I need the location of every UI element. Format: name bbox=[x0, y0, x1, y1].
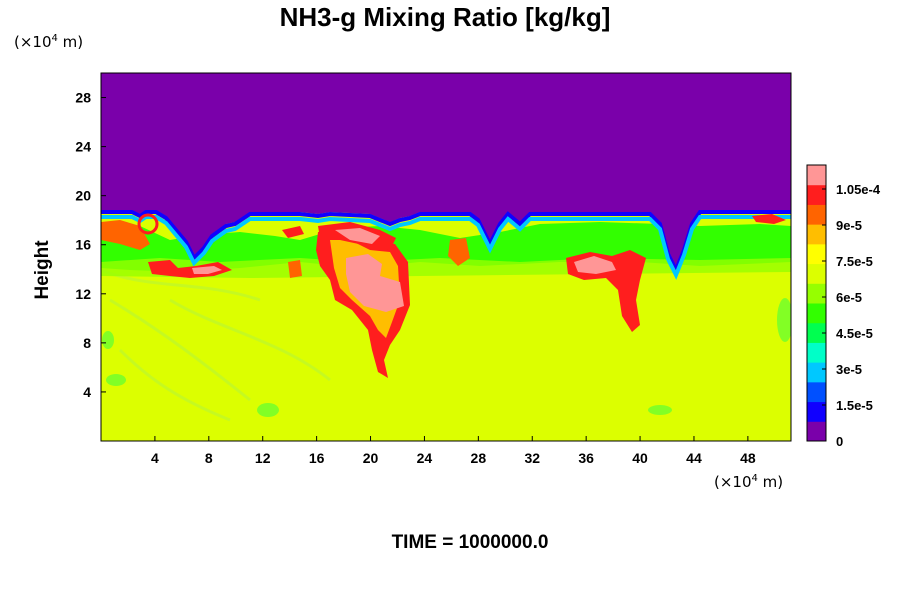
plume-left-edge bbox=[101, 220, 150, 250]
plume-vortex bbox=[137, 213, 159, 235]
field-upper-region bbox=[101, 73, 791, 268]
colorbar-swatch bbox=[807, 283, 826, 304]
heatmap-field bbox=[101, 73, 791, 441]
y-axis-ticks: 4 8 12 16 20 24 28 bbox=[75, 90, 106, 400]
x-tick-label: 36 bbox=[578, 450, 594, 466]
colorbar-tick-label: 6e-5 bbox=[836, 290, 862, 305]
y-tick-label: 16 bbox=[75, 237, 91, 253]
x-axis-ticks: 4 8 12 16 20 24 28 32 36 40 44 48 bbox=[151, 436, 756, 466]
x-tick-label: 8 bbox=[205, 450, 213, 466]
plume-small-3 bbox=[448, 238, 470, 266]
x-tick-label: 40 bbox=[632, 450, 648, 466]
colorbar-swatch bbox=[807, 421, 826, 442]
plume-small-4 bbox=[752, 214, 786, 224]
colorbar-swatch bbox=[807, 401, 826, 422]
x-tick-label: 32 bbox=[524, 450, 540, 466]
y-tick-label: 20 bbox=[75, 188, 91, 204]
colorbar-swatch bbox=[807, 224, 826, 245]
colorbar-tick-label: 3e-5 bbox=[836, 362, 862, 377]
y-axis-unit: (×104 m) bbox=[14, 33, 84, 51]
x-tick-label: 12 bbox=[255, 450, 271, 466]
field-interface-line bbox=[101, 210, 791, 275]
colorbar-tick-label: 9e-5 bbox=[836, 218, 862, 233]
time-label: TIME = 1000000.0 bbox=[391, 532, 549, 553]
x-axis-unit: (×104 m) bbox=[714, 473, 784, 491]
plume-main-pink bbox=[346, 254, 404, 312]
colorbar-tick-label: 0 bbox=[836, 434, 843, 449]
colorbar-swatch bbox=[807, 342, 826, 363]
colorbar-swatch bbox=[807, 165, 826, 186]
colorbar-frame bbox=[806, 164, 827, 442]
x-tick-label: 20 bbox=[363, 450, 379, 466]
colorbar-swatch bbox=[807, 362, 826, 383]
field-lower-eddies bbox=[102, 298, 791, 417]
x-tick-label: 4 bbox=[151, 450, 159, 466]
x-tick-label: 48 bbox=[740, 450, 756, 466]
field-interface-cyan bbox=[101, 215, 791, 280]
colorbar-swatch bbox=[807, 204, 826, 225]
colorbar-swatch bbox=[807, 381, 826, 403]
plume-upper-pink bbox=[335, 228, 380, 244]
field-plumes bbox=[101, 213, 786, 378]
y-tick-label: 28 bbox=[75, 90, 91, 106]
plume-right-pink bbox=[574, 256, 616, 274]
y-tick-label: 12 bbox=[75, 286, 91, 302]
x-tick-label: 44 bbox=[686, 450, 702, 466]
colorbar-swatch bbox=[807, 243, 826, 265]
plume-left-pink bbox=[192, 266, 222, 274]
colorbar-tick-label: 1.05e-4 bbox=[836, 182, 881, 197]
colorbar-swatch bbox=[807, 184, 826, 205]
x-tick-label: 24 bbox=[417, 450, 433, 466]
colorbar-swatch bbox=[807, 263, 826, 284]
plume-small-1 bbox=[282, 226, 304, 238]
y-tick-label: 24 bbox=[75, 139, 91, 155]
colorbar-swatch bbox=[807, 303, 826, 324]
y-tick-label: 4 bbox=[83, 384, 91, 400]
plume-small-2 bbox=[288, 260, 302, 278]
colorbar-tick-label: 1.5e-5 bbox=[836, 398, 873, 413]
chart-title: NH3-g Mixing Ratio [kg/kg] bbox=[279, 2, 611, 32]
plot-frame bbox=[100, 72, 792, 442]
plume-left-red bbox=[148, 260, 232, 278]
colorbar-tick-label: 4.5e-5 bbox=[836, 326, 873, 341]
x-tick-label: 28 bbox=[471, 450, 487, 466]
y-tick-label: 8 bbox=[83, 335, 91, 351]
colorbar-swatch bbox=[807, 322, 826, 343]
x-tick-label: 16 bbox=[309, 450, 325, 466]
colorbar-tick-label: 7.5e-5 bbox=[836, 254, 873, 269]
colorbar: 0 1.5e-5 3e-5 4.5e-5 6e-5 7.5e-5 9e-5 1.05e-4 bbox=[806, 164, 881, 449]
